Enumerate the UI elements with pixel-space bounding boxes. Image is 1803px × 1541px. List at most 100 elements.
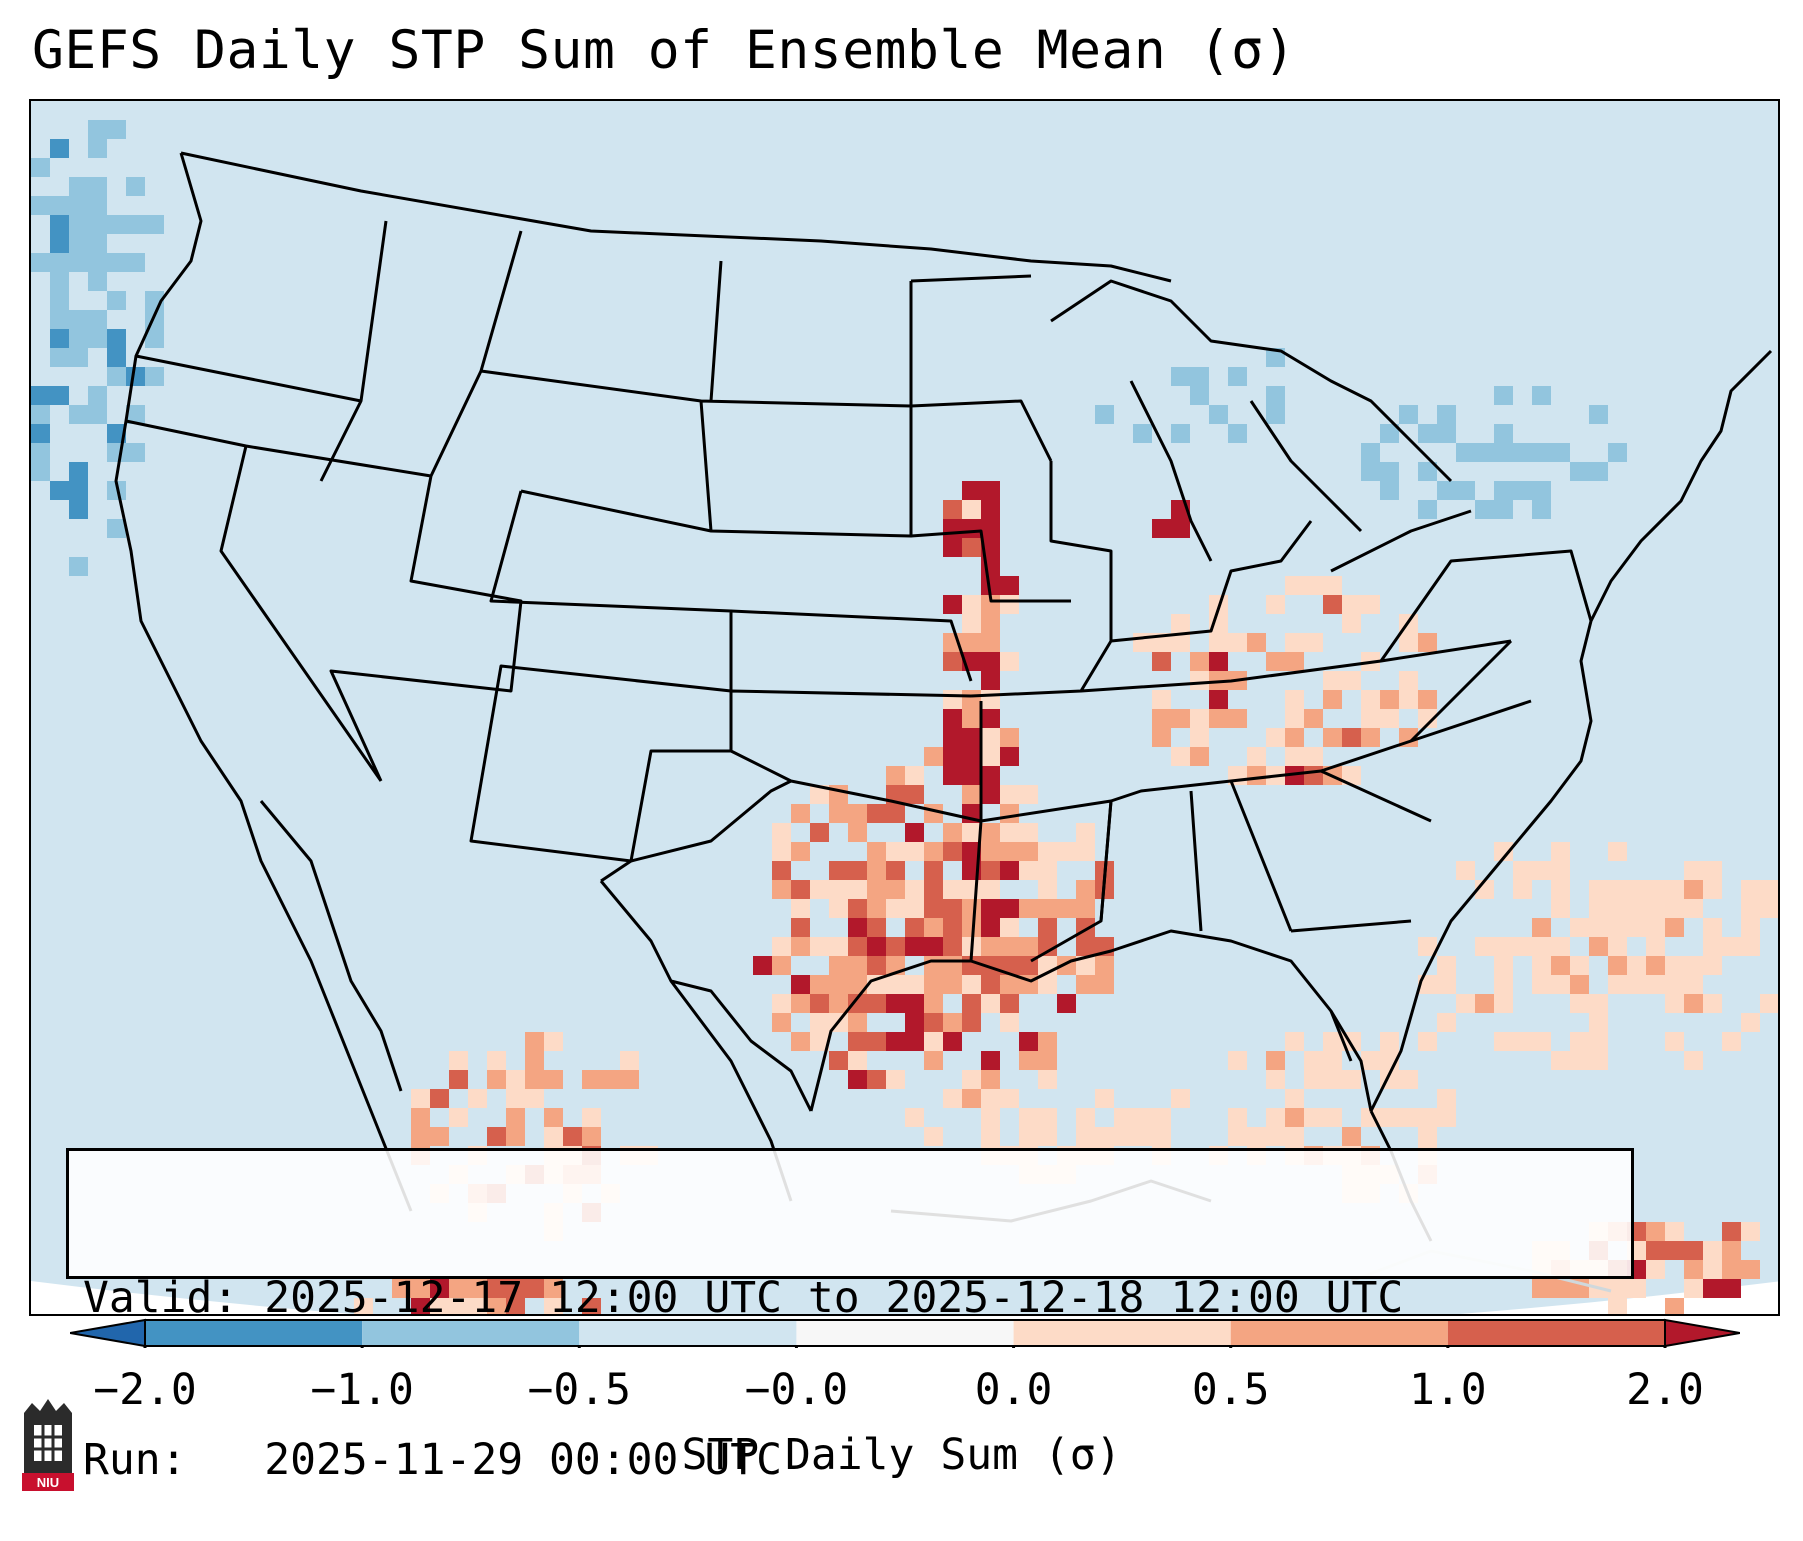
anomaly-cell [563, 1127, 582, 1146]
anomaly-cell [88, 177, 107, 196]
anomaly-cell [1779, 899, 1780, 918]
anomaly-cell [50, 481, 69, 500]
anomaly-cell [1000, 804, 1019, 823]
anomaly-cell [1608, 937, 1627, 956]
anomaly-cell [1665, 975, 1684, 994]
anomaly-cell [1418, 937, 1437, 956]
anomaly-cell [1779, 918, 1780, 937]
anomaly-cell [962, 975, 981, 994]
anomaly-cell [1095, 405, 1114, 424]
anomaly-cell [1285, 1089, 1304, 1108]
anomaly-cell [981, 671, 1000, 690]
anomaly-cell [1703, 880, 1722, 899]
great-lakes [1050, 279, 1472, 573]
anomaly-cell [1741, 937, 1760, 956]
anomaly-cell [1000, 1013, 1019, 1032]
anomaly-cell [943, 728, 962, 747]
anomaly-cell [1532, 386, 1551, 405]
anomaly-cell [1646, 899, 1665, 918]
anomaly-cell [1475, 443, 1494, 462]
anomaly-cell [620, 1070, 639, 1089]
anomaly-cell [791, 937, 810, 956]
anomaly-cell [1741, 899, 1760, 918]
anomaly-cell [1076, 1127, 1095, 1146]
anomaly-cell [1000, 1089, 1019, 1108]
anomaly-cell [924, 804, 943, 823]
anomaly-cell [107, 291, 126, 310]
anomaly-cell [1000, 956, 1019, 975]
anomaly-cell [1019, 899, 1038, 918]
anomaly-cell [943, 690, 962, 709]
anomaly-cell [1684, 861, 1703, 880]
anomaly-cell [107, 329, 126, 348]
anomaly-cell [1266, 1108, 1285, 1127]
anomaly-cell [126, 405, 145, 424]
anomaly-cell [1551, 956, 1570, 975]
anomaly-cell [1171, 424, 1190, 443]
atlantic-coastline [1369, 349, 1773, 1112]
anomaly-cell [145, 215, 164, 234]
anomaly-cell [1437, 481, 1456, 500]
anomaly-cell [1608, 918, 1627, 937]
run-value: 2025-11-29 00:00 UTC [264, 1435, 782, 1485]
anomaly-cell [924, 956, 943, 975]
anomaly-cell [1646, 975, 1665, 994]
anomaly-cell [1285, 1108, 1304, 1127]
anomaly-cell [1418, 709, 1437, 728]
anomaly-cell [1627, 975, 1646, 994]
colorbar-over-arrow [1664, 1318, 1740, 1348]
anomaly-cell [1627, 1279, 1646, 1298]
anomaly-cell [1779, 975, 1780, 994]
anomaly-cell [1551, 880, 1570, 899]
anomaly-cell [981, 652, 1000, 671]
valid-value: 2025-12-17 12:00 UTC to 2025-12-18 12:00… [264, 1273, 1404, 1323]
anomaly-cell [1760, 899, 1778, 918]
anomaly-cell [107, 215, 126, 234]
anomaly-cell [791, 899, 810, 918]
anomaly-cell [867, 1070, 886, 1089]
anomaly-cell [1000, 937, 1019, 956]
anomaly-cell [1551, 861, 1570, 880]
anomaly-cell [1494, 937, 1513, 956]
anomaly-cell [1494, 500, 1513, 519]
anomaly-cell [1019, 1032, 1038, 1051]
anomaly-cell [1494, 443, 1513, 462]
anomaly-cell [981, 481, 1000, 500]
anomaly-cell [981, 1070, 1000, 1089]
valid-label: Valid: [83, 1273, 239, 1323]
anomaly-cell [1095, 956, 1114, 975]
colorbar-outline [144, 1319, 1666, 1347]
anomaly-cell [1494, 424, 1513, 443]
anomaly-cell [1570, 918, 1589, 937]
anomaly-cell [31, 158, 50, 177]
anomaly-cell [1342, 595, 1361, 614]
anomaly-cell [1361, 1051, 1380, 1070]
anomaly-cell [1741, 1013, 1760, 1032]
anomaly-cell [88, 386, 107, 405]
anomaly-cell [69, 481, 88, 500]
anomaly-cell [1418, 1108, 1437, 1127]
anomaly-cell [31, 386, 50, 405]
anomaly-cell [1722, 1222, 1741, 1241]
pacific-coastline [114, 152, 413, 1212]
anomaly-cell [791, 975, 810, 994]
anomaly-cell [1342, 614, 1361, 633]
anomaly-cell [943, 975, 962, 994]
anomaly-cell [1000, 595, 1019, 614]
anomaly-cell [905, 823, 924, 842]
anomaly-cell [1646, 956, 1665, 975]
anomaly-cell [1228, 367, 1247, 386]
anomaly-cell [1646, 937, 1665, 956]
colorbar-tick-label: −0.5 [527, 1365, 632, 1415]
anomaly-cell [544, 1127, 563, 1146]
anomaly-cell [1019, 937, 1038, 956]
anomaly-cell [772, 861, 791, 880]
anomaly-cell [886, 861, 905, 880]
anomaly-cell [962, 823, 981, 842]
validity-info-box: Valid: 2025-12-17 12:00 UTC to 2025-12-1… [66, 1148, 1634, 1485]
colorbar-under-arrow [70, 1318, 146, 1348]
anomaly-cell [791, 918, 810, 937]
anomaly-cell [1304, 747, 1323, 766]
anomaly-cell [924, 899, 943, 918]
anomaly-cell [1133, 424, 1152, 443]
